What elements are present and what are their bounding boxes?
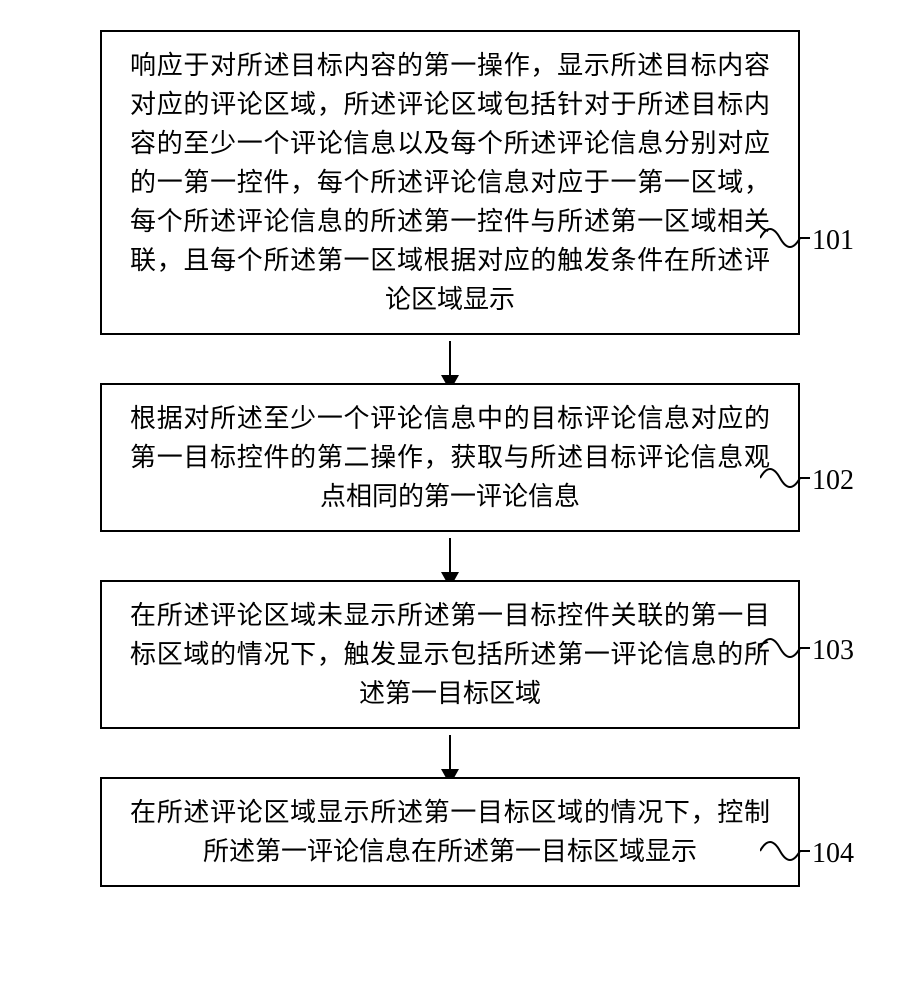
step-box-104: 在所述评论区域显示所述第一目标区域的情况下，控制所述第一评论信息在所述第一目标区… [100, 777, 800, 887]
arrow-spacer [60, 729, 840, 777]
step-label-103: 103 [812, 635, 854, 667]
step-text-102: 根据对所述至少一个评论信息中的目标评论信息对应的第一目标控件的第二操作，获取与所… [130, 399, 770, 516]
step-box-101: 响应于对所述目标内容的第一操作，显示所述目标内容对应的评论区域，所述评论区域包括… [100, 30, 800, 335]
step-label-104: 104 [812, 838, 854, 870]
connector-102 [760, 458, 815, 498]
step-text-104: 在所述评论区域显示所述第一目标区域的情况下，控制所述第一评论信息在所述第一目标区… [130, 793, 770, 871]
step-text-101: 响应于对所述目标内容的第一操作，显示所述目标内容对应的评论区域，所述评论区域包括… [130, 46, 770, 319]
flowchart-container: 响应于对所述目标内容的第一操作，显示所述目标内容对应的评论区域，所述评论区域包括… [60, 30, 840, 887]
step-label-102: 102 [812, 465, 854, 497]
step-box-103: 在所述评论区域未显示所述第一目标控件关联的第一目标区域的情况下，触发显示包括所述… [100, 580, 800, 729]
arrow-spacer [60, 532, 840, 580]
arrow-3 [60, 729, 840, 779]
connector-104 [760, 831, 815, 871]
step-box-102: 根据对所述至少一个评论信息中的目标评论信息对应的第一目标控件的第二操作，获取与所… [100, 383, 800, 532]
arrow-2 [60, 532, 840, 582]
step-text-103: 在所述评论区域未显示所述第一目标控件关联的第一目标区域的情况下，触发显示包括所述… [130, 596, 770, 713]
arrow-1 [60, 335, 840, 385]
connector-103 [760, 628, 815, 668]
arrow-spacer [60, 335, 840, 383]
connector-101 [760, 218, 815, 258]
step-label-101: 101 [812, 225, 854, 257]
